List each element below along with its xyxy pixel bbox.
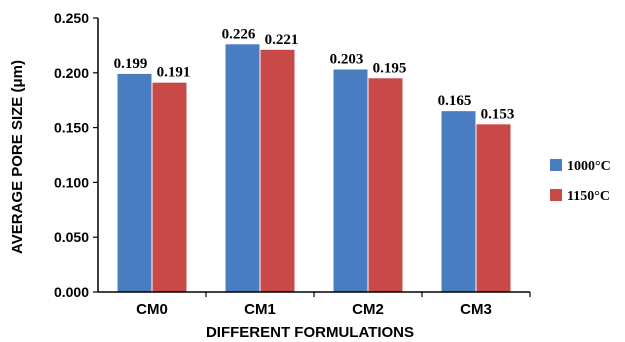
- x-tick-label: CM3: [460, 301, 492, 318]
- y-tick-label: 0.100: [54, 174, 89, 190]
- data-label: 0.153: [481, 106, 515, 122]
- x-tick-label: CM0: [136, 301, 168, 318]
- legend-swatch: [550, 189, 562, 201]
- data-label: 0.226: [222, 26, 256, 42]
- legend: 1000°C 1150°C: [550, 159, 611, 204]
- legend-swatch: [550, 159, 562, 171]
- bar: [117, 73, 152, 292]
- data-label: 0.203: [330, 52, 364, 68]
- data-label: 0.199: [114, 56, 148, 72]
- y-tick-label: 0.250: [54, 10, 89, 26]
- data-labels: 0.199 0.191 0.226 0.221 0.203 0.195 0.165 0.153: [114, 26, 515, 122]
- y-tick-label: 0.150: [54, 120, 89, 136]
- data-label: 0.221: [265, 32, 299, 48]
- x-axis-title: DIFFERENT FORMULATIONS: [206, 324, 414, 341]
- y-axis-ticks: 0.000 0.050 0.100 0.150 0.200 0.250: [54, 10, 98, 300]
- bar: [225, 44, 260, 292]
- y-tick-label: 0.000: [54, 284, 89, 300]
- bar: [476, 124, 511, 292]
- bars: [117, 44, 511, 293]
- y-tick-label: 0.050: [54, 229, 89, 245]
- x-tick-label: CM2: [352, 301, 384, 318]
- data-label: 0.191: [157, 65, 191, 81]
- bar: [260, 49, 295, 293]
- bar: [333, 69, 368, 293]
- bar: [152, 82, 187, 292]
- x-axis-ticks: CM0 CM1 CM2 CM3: [136, 292, 531, 318]
- y-axis-title: AVERAGE PORE SIZE (μm): [9, 60, 26, 254]
- bar: [441, 111, 476, 292]
- legend-label: 1150°C: [567, 189, 610, 204]
- legend-label: 1000°C: [567, 159, 611, 174]
- data-label: 0.165: [438, 93, 472, 109]
- x-tick-label: CM1: [244, 301, 276, 318]
- bar: [368, 78, 403, 292]
- data-label: 0.195: [373, 60, 407, 76]
- y-tick-label: 0.200: [54, 65, 89, 81]
